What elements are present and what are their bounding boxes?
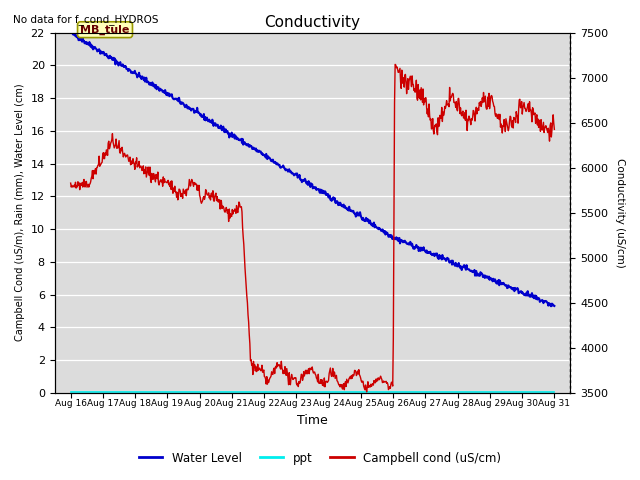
Text: MB_tule: MB_tule bbox=[81, 24, 130, 35]
Legend: Water Level, ppt, Campbell cond (uS/cm): Water Level, ppt, Campbell cond (uS/cm) bbox=[134, 447, 506, 469]
Title: Conductivity: Conductivity bbox=[264, 15, 360, 30]
Text: No data for f_cond_HYDROS: No data for f_cond_HYDROS bbox=[13, 14, 158, 25]
Y-axis label: Campbell Cond (uS/m), Rain (mm), Water Level (cm): Campbell Cond (uS/m), Rain (mm), Water L… bbox=[15, 84, 25, 341]
X-axis label: Time: Time bbox=[297, 414, 328, 427]
Y-axis label: Conductivity (uS/cm): Conductivity (uS/cm) bbox=[615, 158, 625, 267]
